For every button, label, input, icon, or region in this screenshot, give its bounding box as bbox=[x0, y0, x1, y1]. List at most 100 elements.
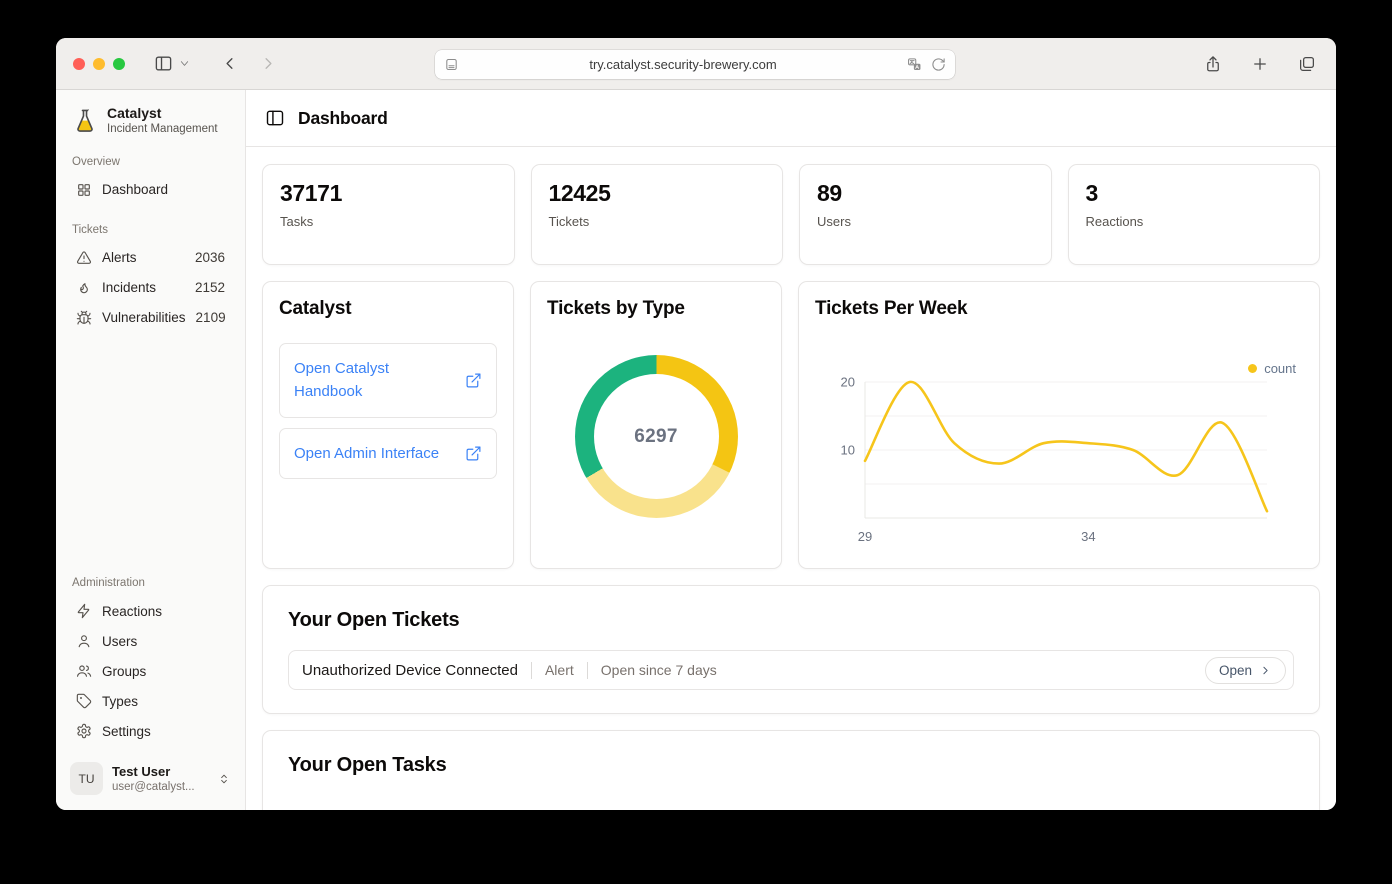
chevrons-up-down-icon bbox=[221, 774, 227, 783]
flask-icon bbox=[77, 109, 93, 132]
panel-left-icon bbox=[266, 110, 284, 126]
close-window-button[interactable] bbox=[73, 57, 85, 70]
tag-icon bbox=[76, 693, 92, 709]
stat-value: 3 bbox=[1085, 180, 1099, 206]
stat-value: 89 bbox=[817, 180, 842, 206]
user-menu[interactable]: TU Test User user@catalyst... bbox=[68, 760, 233, 797]
sidebar-item-groups[interactable]: Groups bbox=[68, 656, 233, 686]
maximize-window-button[interactable] bbox=[113, 57, 125, 70]
app-subtitle: Incident Management bbox=[107, 122, 218, 135]
external-link-icon bbox=[466, 373, 481, 388]
sidebar: Catalyst Incident Management Overview Das… bbox=[56, 90, 246, 810]
sidebar-item-vulnerabilities[interactable]: Vulnerabilities 2109 bbox=[68, 303, 233, 333]
count-badge: 2109 bbox=[195, 310, 226, 326]
svg-text:34: 34 bbox=[1081, 529, 1095, 544]
window-controls bbox=[73, 57, 125, 70]
page-header: Dashboard bbox=[246, 90, 1336, 147]
sidebar-section-label: Tickets bbox=[72, 223, 108, 236]
stat-value: 12425 bbox=[548, 180, 611, 206]
legend-label: count bbox=[1264, 361, 1296, 376]
chevron-down-icon bbox=[180, 61, 189, 66]
sidebar-section-label: Overview bbox=[72, 155, 120, 168]
page-title: Dashboard bbox=[298, 107, 388, 128]
open-tasks-title: Your Open Tasks bbox=[288, 754, 447, 776]
sidebar-item-dashboard[interactable]: Dashboard bbox=[68, 175, 233, 205]
ticket-row: Unauthorized Device Connected Alert Open s… bbox=[288, 650, 1294, 690]
sidebar-item-label: Settings bbox=[102, 723, 151, 739]
browser-toolbar: try.catalyst.security-brewery.com bbox=[56, 38, 1336, 90]
sidebar-item-label: Groups bbox=[102, 663, 147, 679]
users-icon bbox=[76, 665, 92, 677]
dashboard-grid-icon bbox=[78, 183, 90, 196]
count-badge: 2036 bbox=[194, 250, 225, 266]
app-logo-block[interactable]: Catalyst Incident Management bbox=[68, 105, 233, 137]
back-button[interactable] bbox=[217, 51, 242, 76]
chevron-down-icon[interactable] bbox=[176, 55, 193, 72]
stat-card-tickets: 12425 Tickets bbox=[530, 164, 783, 265]
sidebar-item-label: Vulnerabilities bbox=[102, 310, 186, 326]
sidebar-item-label: Dashboard bbox=[102, 182, 169, 198]
stat-label: Users bbox=[817, 214, 851, 229]
stat-card-tasks: 37171 Tasks bbox=[262, 164, 515, 265]
open-ticket-button[interactable]: Open bbox=[1204, 656, 1286, 684]
catalyst-links: Open Catalyst Handbook Open Admin Interfa… bbox=[279, 343, 497, 479]
panel-left-icon bbox=[155, 56, 172, 71]
url-text: try.catalyst.security-brewery.com bbox=[589, 56, 777, 72]
tickets-by-type-card: Tickets by Type 6297 bbox=[530, 281, 782, 569]
new-tab-button[interactable] bbox=[1248, 52, 1272, 76]
user-icon bbox=[78, 635, 90, 648]
zap-icon bbox=[77, 603, 90, 619]
plus-icon bbox=[1254, 57, 1266, 70]
open-tickets-title: Your Open Tickets bbox=[288, 609, 460, 631]
open-tasks-card: Your Open Tasks bbox=[262, 730, 1320, 810]
chevron-left-icon bbox=[226, 58, 233, 69]
chevron-right-icon bbox=[265, 58, 272, 69]
sidebar-section-label: Administration bbox=[72, 577, 145, 589]
sidebar-item-settings[interactable]: Settings bbox=[68, 716, 233, 746]
sidebar-item-reactions[interactable]: Reactions bbox=[68, 596, 233, 626]
svg-text:20: 20 bbox=[841, 375, 855, 390]
forward-button[interactable] bbox=[256, 51, 281, 76]
translate-icon bbox=[908, 57, 921, 70]
sidebar-item-label: Incidents bbox=[102, 280, 157, 296]
flame-icon bbox=[80, 282, 88, 293]
stats-row: 37171 Tasks 12425 Tickets 89 Users 3 Reactions bbox=[262, 164, 1320, 265]
stat-card-users: 89 Users bbox=[799, 164, 1052, 265]
tickets-by-type-donut: 6297 bbox=[574, 355, 738, 518]
user-email: user@catalyst... bbox=[112, 780, 195, 793]
legend-dot bbox=[1248, 364, 1258, 373]
link-label: Open Admin Interface bbox=[294, 444, 440, 462]
count-badge: 2152 bbox=[194, 280, 225, 296]
reader-icon bbox=[446, 58, 457, 70]
tab-overview-button[interactable] bbox=[1295, 52, 1319, 76]
open-tickets-card: Your Open Tickets Unauthorized Device Co… bbox=[262, 585, 1320, 714]
sidebar-item-label: Users bbox=[102, 633, 138, 649]
donut-total-label: 6297 bbox=[634, 425, 678, 447]
tickets-per-week-chart: 10 20 29 34 bbox=[841, 375, 1269, 544]
gear-icon bbox=[77, 723, 91, 739]
minimize-window-button[interactable] bbox=[93, 57, 105, 70]
sidebar-item-alerts[interactable]: Alerts 2036 bbox=[68, 243, 233, 273]
ticket-age: Open since 7 days bbox=[600, 662, 717, 678]
open-catalyst-handbook-link[interactable]: Open Catalyst Handbook bbox=[279, 343, 497, 418]
tickets-per-week-title: Tickets Per Week bbox=[815, 298, 968, 319]
stat-label: Tickets bbox=[548, 214, 590, 229]
divider bbox=[586, 661, 588, 679]
sidebar-item-label: Alerts bbox=[102, 250, 137, 266]
sidebar-toggle-button[interactable] bbox=[151, 51, 176, 76]
sidebar-section: Overview Dashboard bbox=[68, 137, 233, 205]
app-name: Catalyst bbox=[107, 105, 162, 121]
tickets-per-week-card: Tickets Per Week count 10 20 29 34 bbox=[798, 281, 1320, 569]
sidebar-item-users[interactable]: Users bbox=[68, 626, 233, 656]
share-button[interactable] bbox=[1201, 52, 1225, 76]
sidebar-item-incidents[interactable]: Incidents 2152 bbox=[68, 273, 233, 303]
link-label: Open Catalyst Handbook bbox=[294, 360, 390, 401]
stat-label: Tasks bbox=[280, 214, 314, 229]
open-tickets-list: Unauthorized Device Connected Alert Open s… bbox=[288, 650, 1294, 690]
address-bar[interactable]: try.catalyst.security-brewery.com bbox=[435, 49, 955, 79]
stat-label: Reactions bbox=[1085, 214, 1144, 229]
open-admin-interface-link[interactable]: Open Admin Interface bbox=[279, 427, 497, 479]
main-area: Dashboard 37171 Tasks 12425 Tickets 89 Users 3… bbox=[246, 90, 1336, 810]
bug-icon bbox=[76, 310, 92, 325]
sidebar-item-types[interactable]: Types bbox=[68, 686, 233, 716]
